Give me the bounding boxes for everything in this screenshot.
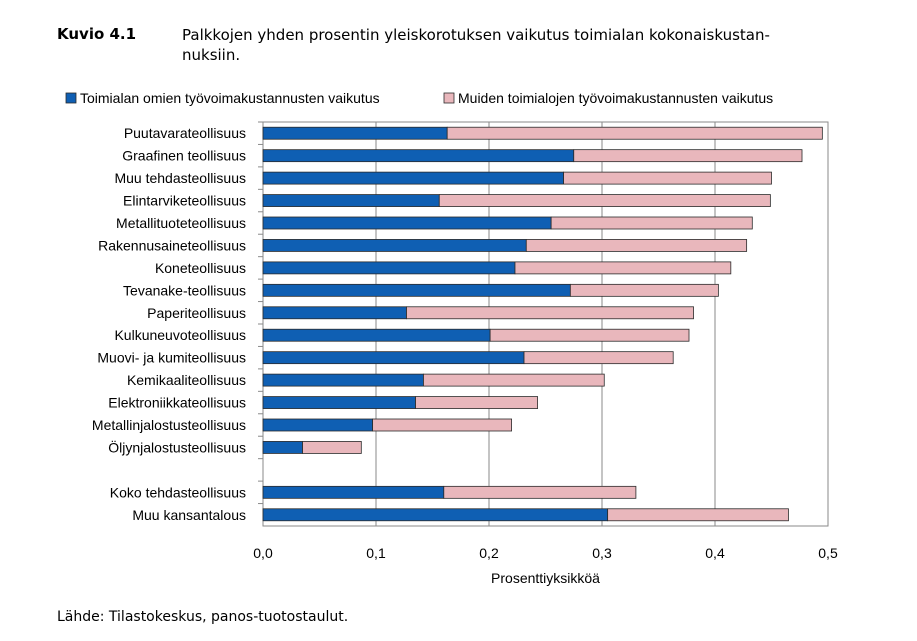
stacked-bar-chart: 0,0 0,1 0,2 0,3 0,4 0,5 Prosenttiyksikköä Puuta… <box>65 90 838 586</box>
bar-other-costs <box>573 149 803 163</box>
category-label: Puutavarateollisuus <box>124 125 246 141</box>
category-label: Kemikaaliteollisuus <box>127 372 246 388</box>
category-label: Elintarviketeollisuus <box>123 193 246 209</box>
bar-other-costs <box>415 396 538 409</box>
x-axis-title: Prosenttiyksikköä <box>491 570 600 586</box>
bar-other-costs <box>563 171 772 185</box>
category-label: Rakennusaineteollisuus <box>98 237 246 253</box>
category-label: Koneteollisuus <box>155 260 246 276</box>
bar-other-costs <box>423 373 605 387</box>
bar-other-costs <box>302 441 362 454</box>
legend-label: Muiden toimialojen työvoimakustannusten … <box>458 90 773 106</box>
x-tick-label: 0,3 <box>592 545 612 561</box>
category-label: Paperiteollisuus <box>147 305 246 321</box>
x-tick-label: 0,4 <box>705 545 725 561</box>
source-note: Lähde: Tilastokeskus, panos-tuotostaulut… <box>57 609 349 625</box>
category-label: Koko tehdasteollisuus <box>110 484 246 500</box>
category-label: Muu kansantalous <box>132 507 246 523</box>
bar-own-costs <box>262 306 407 320</box>
figure-title: Palkkojen yhden prosentin yleiskorotukse… <box>182 26 770 64</box>
figure-label: Kuvio 4.1 <box>57 25 137 43</box>
bar-own-costs <box>262 126 448 140</box>
bar-other-costs <box>443 485 637 499</box>
legend-label: Toimialan omien työvoimakustannusten vai… <box>80 90 380 106</box>
x-tick-label: 0,0 <box>253 545 273 561</box>
bar-own-costs <box>262 485 445 499</box>
category-label: Kulkuneuvoteollisuus <box>114 327 246 343</box>
bar-own-costs <box>262 441 303 454</box>
category-label: Graafinen teollisuus <box>122 148 246 164</box>
legend-swatch <box>65 92 77 104</box>
bar-own-costs <box>262 283 571 297</box>
bar-own-costs <box>262 171 564 185</box>
bar-own-costs <box>262 508 609 522</box>
category-label: Elektroniikkateollisuus <box>108 395 246 411</box>
category-label: Muovi- ja kumiteollisuus <box>97 350 246 366</box>
bar-own-costs <box>262 351 525 365</box>
bar-own-costs <box>262 239 527 252</box>
bar-other-costs <box>438 194 771 207</box>
bar-other-costs <box>489 328 690 342</box>
x-tick-label: 0,5 <box>818 545 838 561</box>
bar-own-costs <box>262 396 416 409</box>
bar-own-costs <box>262 261 516 275</box>
legend-swatch <box>443 92 455 104</box>
category-label: Muu tehdasteollisuus <box>114 170 246 186</box>
bar-other-costs <box>569 283 719 297</box>
bar-other-costs <box>523 351 674 365</box>
bar-other-costs <box>372 418 512 432</box>
bar-other-costs <box>550 216 753 230</box>
bar-other-costs <box>525 239 748 252</box>
x-tick-label: 0,1 <box>366 545 386 561</box>
x-tick-label: 0,2 <box>479 545 499 561</box>
bar-own-costs <box>262 194 440 207</box>
bar-other-costs <box>446 126 823 140</box>
bar-own-costs <box>262 328 491 342</box>
bar-own-costs <box>262 149 575 163</box>
bar-own-costs <box>262 373 424 387</box>
category-label: Öljynjalostusteollisuus <box>108 438 246 455</box>
bar-other-costs <box>406 306 694 320</box>
bar-own-costs <box>262 216 552 230</box>
bar-own-costs <box>262 418 374 432</box>
category-label: Tevanake-teollisuus <box>123 282 246 298</box>
category-label: Metallituoteteollisuus <box>116 215 246 231</box>
bar-other-costs <box>607 508 789 522</box>
bar-other-costs <box>514 261 732 275</box>
category-label: Metallinjalostusteollisuus <box>92 417 246 433</box>
